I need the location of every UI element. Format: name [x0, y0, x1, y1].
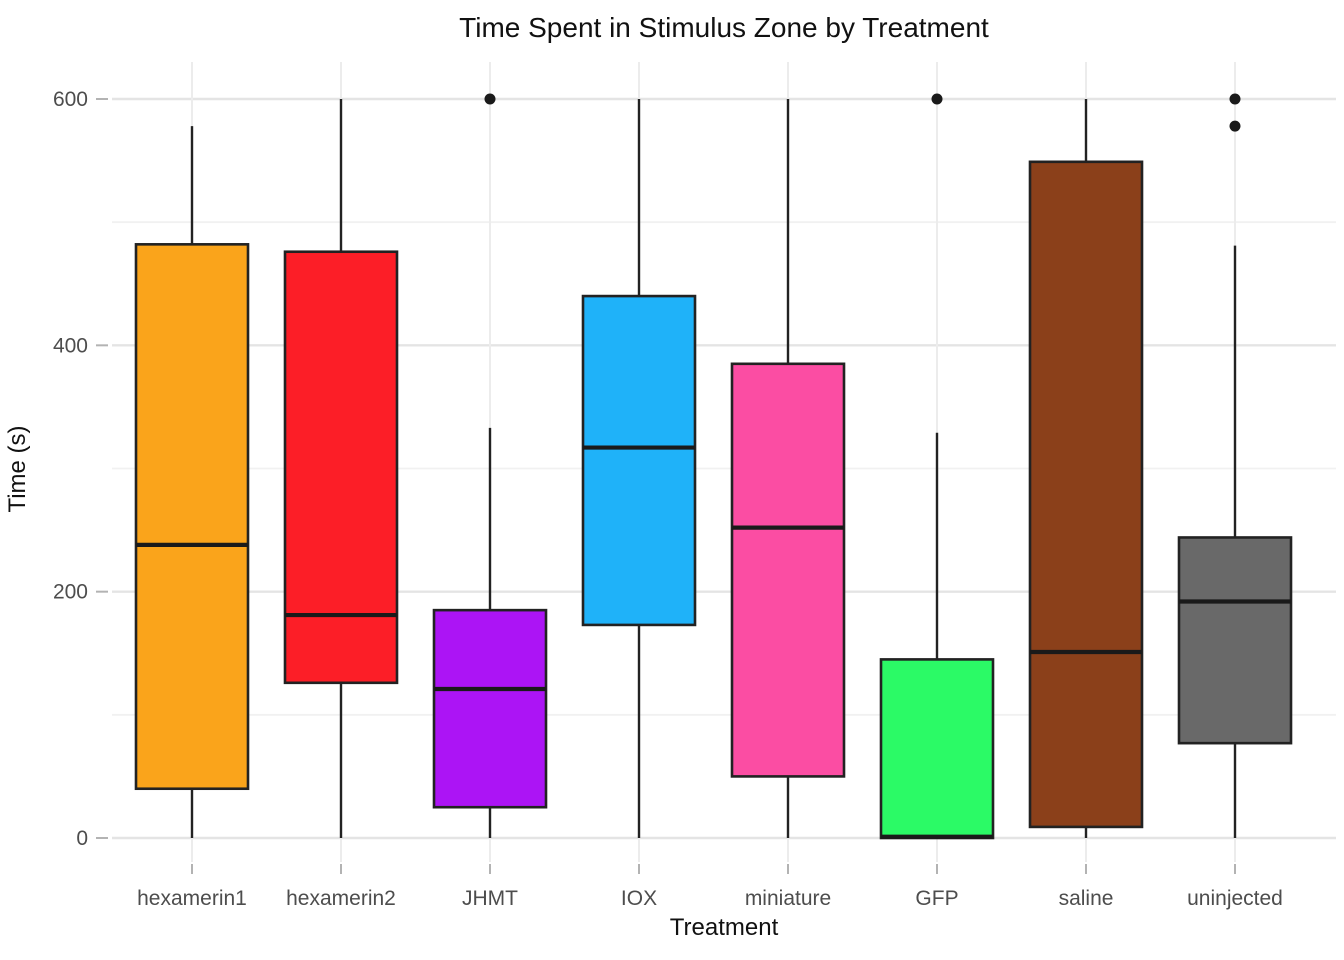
box-saline [1028, 160, 1144, 829]
chart-title: Time Spent in Stimulus Zone by Treatment [459, 12, 989, 43]
box-miniature [730, 362, 846, 778]
x-tick-label-JHMT: JHMT [462, 887, 518, 910]
outlier-point-uninjected [1229, 93, 1241, 105]
x-tick-label-hexamerin1: hexamerin1 [137, 887, 247, 910]
x-tick-label-hexamerin2: hexamerin2 [286, 887, 396, 910]
outlier-point-JHMT [484, 93, 496, 105]
x-axis-title: Treatment [669, 914, 779, 941]
box-uninjected [1177, 536, 1293, 745]
x-tick-label-miniature: miniature [745, 887, 831, 910]
x-tick-label-uninjected: uninjected [1187, 887, 1283, 910]
y-tick-label-400: 400 [53, 334, 88, 357]
box-IOX [581, 294, 697, 627]
y-tick-label-200: 200 [53, 581, 88, 604]
x-tick-label-IOX: IOX [621, 887, 657, 910]
y-tick-label-0: 0 [76, 827, 88, 850]
box-hexamerin1 [134, 243, 250, 791]
y-tick-label-600: 600 [53, 88, 88, 111]
x-tick-label-saline: saline [1059, 887, 1114, 910]
outlier-point-uninjected [1229, 120, 1241, 132]
box-hexamerin2 [283, 250, 399, 685]
box-GFP [879, 658, 995, 840]
box-JHMT [432, 608, 548, 809]
x-tick-label-GFP: GFP [915, 887, 958, 910]
outlier-point-GFP [931, 93, 943, 105]
